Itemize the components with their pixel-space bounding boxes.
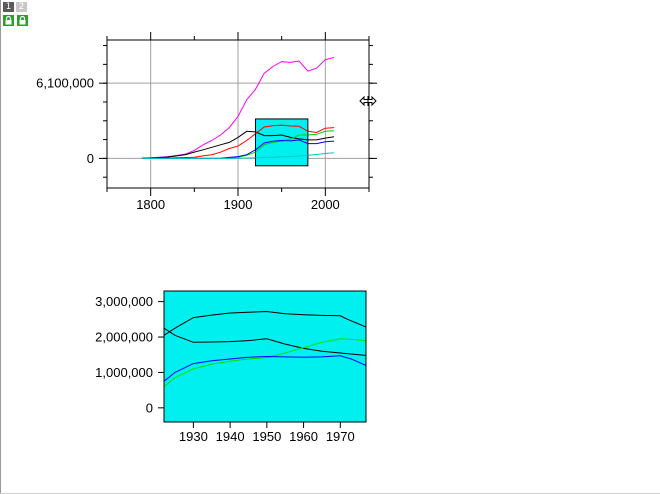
zoom-series-line-5 — [255, 139, 308, 151]
y-tick-label: 3,000,000 — [95, 294, 153, 309]
y-tick-label: 0 — [87, 151, 94, 166]
x-tick-label: 1950 — [252, 429, 281, 444]
x-tick-label: 1970 — [326, 429, 355, 444]
plot-frame — [163, 290, 367, 423]
zoom-series-line-4 — [255, 134, 308, 153]
zoom-series-line-6 — [255, 154, 308, 159]
series-line-3 — [164, 338, 366, 387]
y-tick-label: 1,000,000 — [95, 365, 153, 380]
lock-icon[interactable] — [17, 15, 28, 26]
layer-tab-2[interactable]: 2 — [16, 2, 27, 12]
zoom-series-line-2 — [255, 131, 308, 141]
left-border — [0, 0, 1, 494]
x-tick-label: 2000 — [311, 197, 340, 212]
y-tick-label: 2,000,000 — [95, 330, 153, 345]
series-line-1 — [164, 310, 366, 336]
lock-icon[interactable] — [3, 15, 14, 26]
x-tick-label: 1800 — [136, 197, 165, 212]
x-tick-label: 1930 — [179, 429, 208, 444]
x-tick-label: 1900 — [224, 197, 253, 212]
y-tick-label: 0 — [146, 400, 153, 415]
series-line-4 — [164, 355, 366, 382]
layer-lock-row — [3, 15, 28, 26]
x-tick-label: 1940 — [216, 429, 245, 444]
y-tick-label: 6,100,000 — [36, 76, 94, 91]
layer-tabs: 1 2 — [3, 2, 27, 12]
zoom-series-group — [255, 124, 308, 159]
zoom-series-line-3 — [255, 124, 308, 135]
layer-tab-1[interactable]: 1 — [3, 2, 14, 12]
horizontal-resize-cursor-icon — [359, 95, 377, 107]
x-tick-label: 1960 — [289, 429, 318, 444]
series-group — [164, 310, 366, 387]
series-line-2 — [164, 327, 366, 356]
